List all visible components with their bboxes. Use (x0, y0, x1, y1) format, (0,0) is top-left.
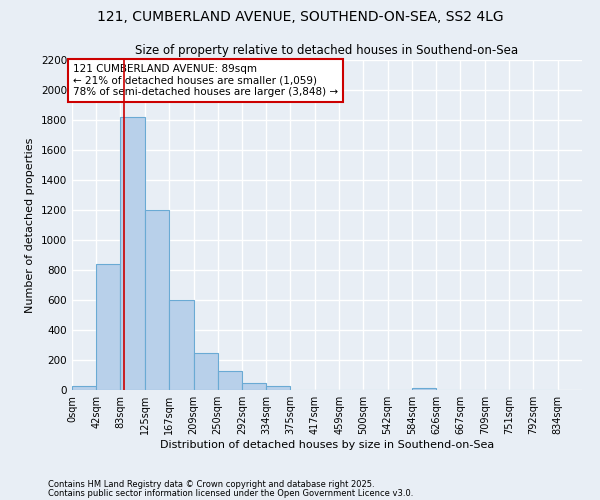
Bar (145, 210, 169, 390)
Bar (97, 264, 121, 390)
Bar (121, 117, 145, 390)
Bar (412, 388, 436, 390)
Bar (72, 386, 97, 390)
Text: 121 CUMBERLAND AVENUE: 89sqm
← 21% of detached houses are smaller (1,059)
78% of: 121 CUMBERLAND AVENUE: 89sqm ← 21% of de… (73, 64, 338, 97)
Bar (266, 386, 290, 390)
Text: Contains public sector information licensed under the Open Government Licence v3: Contains public sector information licen… (48, 488, 413, 498)
Bar (218, 371, 242, 390)
Bar (169, 300, 194, 390)
Y-axis label: Number of detached properties: Number of detached properties (25, 138, 35, 312)
Title: Size of property relative to detached houses in Southend-on-Sea: Size of property relative to detached ho… (136, 44, 518, 58)
Text: 121, CUMBERLAND AVENUE, SOUTHEND-ON-SEA, SS2 4LG: 121, CUMBERLAND AVENUE, SOUTHEND-ON-SEA,… (97, 10, 503, 24)
Bar (242, 382, 266, 390)
Text: Contains HM Land Registry data © Crown copyright and database right 2025.: Contains HM Land Registry data © Crown c… (48, 480, 374, 489)
Bar (194, 352, 218, 390)
X-axis label: Distribution of detached houses by size in Southend-on-Sea: Distribution of detached houses by size … (160, 440, 494, 450)
